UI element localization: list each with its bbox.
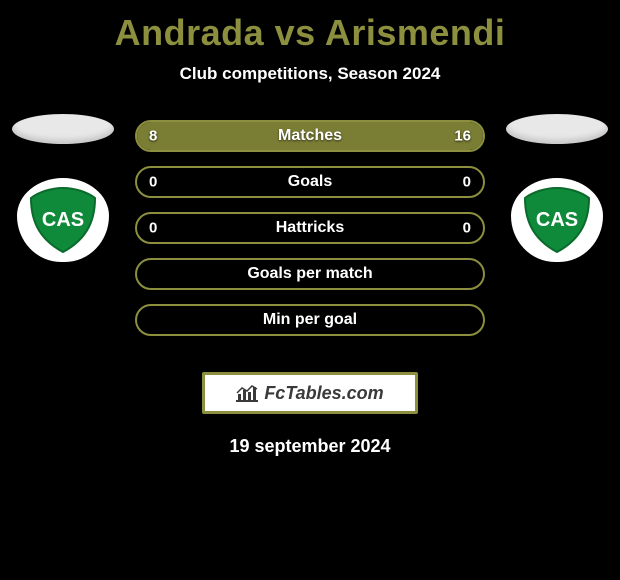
stat-bar-goals-per-match: Goals per match [135,258,485,290]
player-left-col: CAS [8,114,118,262]
bar-label: Matches [137,127,483,145]
bar-label: Goals [137,173,483,191]
club-badge-right: CAS [511,178,603,262]
subtitle: Club competitions, Season 2024 [0,64,620,84]
stat-bar-goals: 00Goals [135,166,485,198]
player-right-ellipse [506,114,608,144]
club-code-right: CAS [536,209,578,231]
stat-bar-hattricks: 00Hattricks [135,212,485,244]
brand-badge: FcTables.com [202,372,418,414]
shield-icon: CAS [27,186,99,254]
bar-label: Min per goal [137,311,483,329]
chart-icon [236,384,258,402]
club-badge-left: CAS [17,178,109,262]
shield-icon: CAS [521,186,593,254]
player-right-col: CAS [502,114,612,262]
club-code-left: CAS [42,209,84,231]
stat-bars: 816Matches 00Goals 00Hattricks Goals per ma… [135,120,485,336]
page-title: Andrada vs Arismendi [0,0,620,54]
bar-label: Goals per match [137,265,483,283]
date-text: 19 september 2024 [0,436,620,457]
stat-bar-matches: 816Matches [135,120,485,152]
stat-bar-min-per-goal: Min per goal [135,304,485,336]
comparison-section: CAS CAS 816Matches 00Goals 00Hattricks Goal… [0,120,620,350]
player-left-ellipse [12,114,114,144]
brand-text: FcTables.com [264,383,383,404]
bar-label: Hattricks [137,219,483,237]
